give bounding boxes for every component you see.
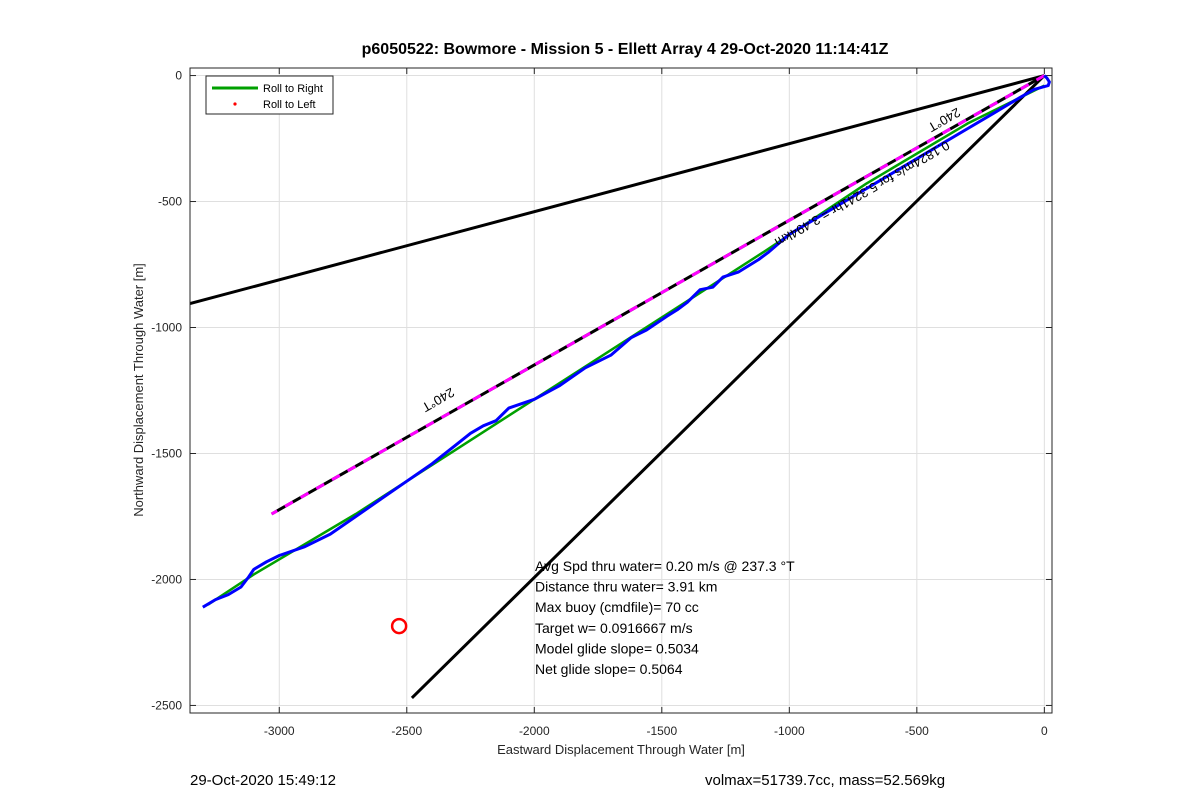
plot-area xyxy=(190,68,1052,713)
series-roll-right-line xyxy=(207,84,1045,606)
reference-line-1 xyxy=(190,74,1045,306)
stats-line-3: Max buoy (cmdfile)= 70 cc xyxy=(535,599,699,615)
legend-swatch-roll-left xyxy=(233,102,237,106)
stats-line-5: Model glide slope= 0.5034 xyxy=(535,640,699,656)
axis-ticks: -3000 -2500 -2000 -1500 -1000 -500 0 0 -500 -1000… xyxy=(151,68,1052,738)
x-tick-label: 0 xyxy=(1041,724,1048,738)
stats-line-4: Target w= 0.0916667 m/s xyxy=(535,620,693,636)
data-layer xyxy=(190,74,1051,699)
x-axis-label: Eastward Displacement Through Water [m] xyxy=(497,742,745,757)
reference-line-3-dash xyxy=(270,74,1046,516)
volmax-mass-footer: volmax=51739.7cc, mass=52.569kg xyxy=(705,772,946,789)
reference-line-2 xyxy=(410,74,1046,699)
legend-label-roll-left: Roll to Left xyxy=(263,99,316,111)
x-tick-label: -1500 xyxy=(646,724,677,738)
timestamp-footer: 29-Oct-2020 15:49:12 xyxy=(190,772,336,789)
plot-frame xyxy=(189,67,1053,714)
chart-title: p6050522: Bowmore - Mission 5 - Ellett A… xyxy=(362,41,889,58)
y-tick-label: -2000 xyxy=(151,572,182,586)
stats-line-1: Avg Spd thru water= 0.20 m/s @ 237.3 °T xyxy=(535,558,795,574)
marker-circle-1 xyxy=(390,617,408,635)
x-tick-label: -500 xyxy=(905,724,929,738)
y-axis-label: Northward Displacement Through Water [m] xyxy=(131,263,146,517)
x-tick-label: -1000 xyxy=(774,724,805,738)
x-tick-label: -3000 xyxy=(264,724,295,738)
y-tick-label: -500 xyxy=(158,195,182,209)
y-tick-label: 0 xyxy=(175,69,182,83)
y-tick-label: -2500 xyxy=(151,698,182,712)
x-tick-label: -2500 xyxy=(391,724,422,738)
stats-line-2: Distance thru water= 3.91 km xyxy=(535,579,717,595)
stats-block: Avg Spd thru water= 0.20 m/s @ 237.3 °T D… xyxy=(535,558,795,677)
legend-label-roll-right: Roll to Right xyxy=(263,83,323,95)
grid xyxy=(190,68,1052,713)
legend: Roll to Right Roll to Left xyxy=(205,75,334,115)
y-tick-label: -1500 xyxy=(151,446,182,460)
stats-line-6: Net glide slope= 0.5064 xyxy=(535,661,683,677)
series-track-line xyxy=(202,74,1051,609)
legend-box xyxy=(205,75,334,115)
y-tick-label: -1000 xyxy=(151,321,182,335)
x-tick-label: -2000 xyxy=(519,724,550,738)
